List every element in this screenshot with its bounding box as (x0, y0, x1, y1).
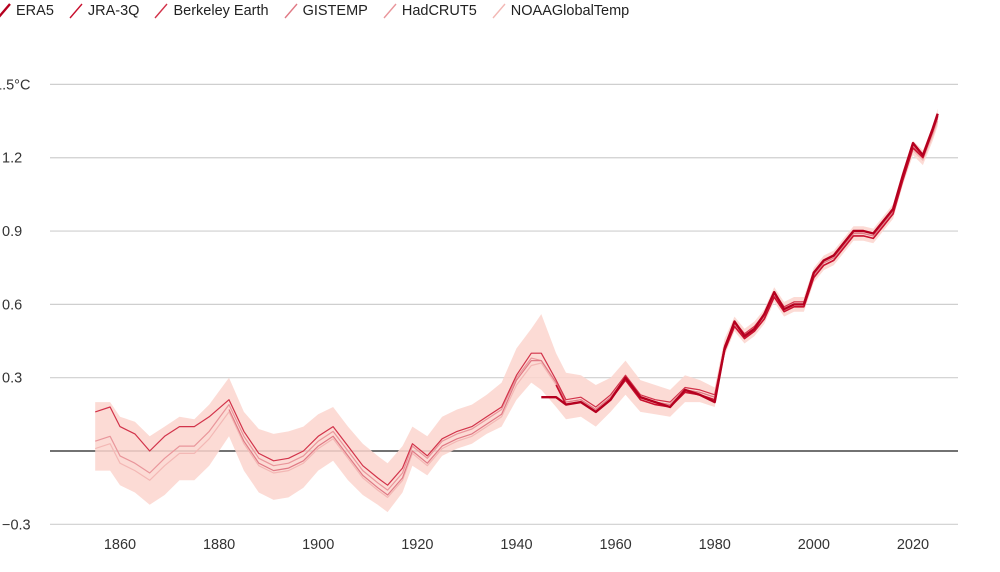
legend-item: NOAAGlobalTemp (491, 2, 629, 20)
legend-item: ERA5 (0, 2, 54, 20)
y-tick-label: 0.3 (2, 371, 22, 387)
x-tick-label: 1900 (302, 537, 334, 553)
x-tick-label: 1880 (203, 537, 235, 553)
legend-label: ERA5 (16, 3, 54, 19)
legend-item: Berkeley Earth (153, 2, 269, 20)
legend-swatch-icon (0, 3, 11, 18)
series-line-jra-3q (555, 115, 939, 413)
x-tick-label: 1940 (500, 537, 532, 553)
x-tick-label: 1920 (401, 537, 433, 553)
legend-label: NOAAGlobalTemp (510, 3, 630, 19)
x-tick-label: 1960 (599, 537, 631, 553)
y-tick-label: 0.9 (2, 224, 22, 240)
uncertainty-band (95, 108, 938, 513)
y-tick-label: 1.5°C (0, 77, 30, 93)
legend-label: GISTEMP (302, 3, 368, 19)
legend-swatch-icon (383, 3, 397, 19)
legend-label: HadCRUT5 (401, 3, 477, 19)
x-tick-label: 2000 (798, 537, 830, 553)
legend-item: HadCRUT5 (382, 2, 477, 20)
legend-label: Berkeley Earth (173, 3, 269, 19)
legend-swatch-icon (284, 3, 298, 19)
legend-swatch-icon (154, 3, 169, 19)
legend-swatch-icon (69, 3, 83, 19)
x-tick-label: 1860 (104, 537, 136, 553)
legend: ERA5 JRA-3Q Berkeley Earth GISTEMP HadCRUT5 N… (0, 0, 643, 22)
y-tick-label: −0.3 (2, 517, 31, 533)
x-tick-label: 1980 (699, 537, 731, 553)
legend-item: JRA-3Q (68, 2, 140, 20)
y-tick-label: 1.2 (2, 151, 22, 167)
legend-item: GISTEMP (283, 2, 368, 20)
y-tick-label: 0.6 (2, 297, 22, 313)
legend-label: JRA-3Q (87, 3, 140, 19)
series-line-era5 (541, 113, 939, 414)
x-tick-label: 2020 (897, 537, 929, 553)
legend-swatch-icon (492, 3, 506, 19)
